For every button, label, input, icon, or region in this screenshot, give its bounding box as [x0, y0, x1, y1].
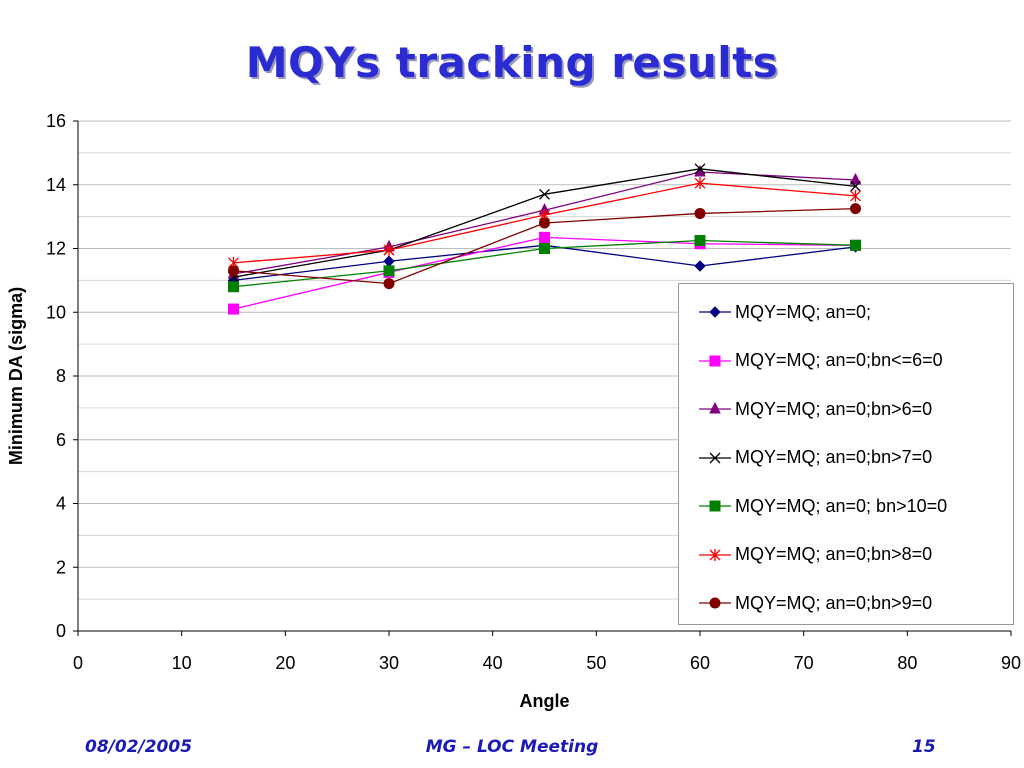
y-tick-label: 12 [46, 239, 66, 259]
legend-marker [709, 452, 721, 463]
legend-item: MQY=MQ; an=0;bn>8=0 [697, 543, 932, 567]
data-point [539, 231, 550, 243]
legend-label: MQY=MQ; an=0; [735, 301, 872, 322]
legend-label: MQY=MQ; an=0; bn>10=0 [735, 495, 948, 516]
data-point [850, 189, 861, 202]
x-tick-label: 30 [379, 653, 399, 673]
data-point [228, 303, 239, 315]
series-7 [228, 203, 861, 290]
x-tick-label: 10 [172, 653, 192, 673]
y-tick-label: 10 [46, 302, 66, 322]
y-axis-label: Minimum DA (sigma) [6, 287, 26, 465]
legend-item: MQY=MQ; an=0;bn>9=0 [697, 591, 932, 615]
data-point [383, 265, 395, 277]
x-tick-label: 70 [794, 653, 814, 673]
legend-item: MQY=MQ; an=0;bn<=6=0 [697, 349, 943, 373]
x-axis-label: Angle [519, 691, 569, 711]
legend-label: MQY=MQ; an=0;bn>8=0 [735, 544, 933, 564]
y-tick-label: 0 [56, 621, 66, 641]
data-point [849, 172, 862, 185]
legend-marker [709, 401, 721, 414]
x-tick-label: 20 [275, 653, 295, 673]
x-tick-label: 0 [73, 653, 83, 673]
data-point [539, 217, 550, 229]
legend-label: MQY=MQ; an=0;bn>6=0 [735, 398, 933, 419]
legend-marker [709, 548, 721, 561]
legend-label: MQY=MQ; an=0;bn>7=0 [735, 447, 933, 467]
series-6 [228, 177, 861, 269]
series-5 [228, 235, 861, 293]
legend-item: MQY=MQ; an=0;bn>6=0 [697, 397, 932, 421]
data-point [694, 177, 706, 190]
data-point [383, 255, 395, 267]
x-tick-label: 40 [483, 653, 503, 673]
data-point [850, 203, 861, 215]
legend-swatch [699, 306, 731, 318]
y-tick-label: 6 [56, 430, 66, 450]
legend-label: MQY=MQ; an=0;bn>9=0 [735, 592, 933, 613]
data-point [228, 281, 239, 293]
legend-swatch [699, 401, 731, 414]
data-point [694, 260, 706, 272]
data-point [383, 278, 395, 290]
legend-swatch [699, 500, 731, 512]
legend-label: MQY=MQ; an=0;bn<=6=0 [735, 350, 943, 370]
data-point [694, 163, 706, 175]
legend-swatch [699, 355, 731, 366]
legend-marker [709, 355, 721, 366]
x-tick-label: 60 [690, 653, 710, 673]
legend-swatch [699, 597, 731, 609]
legend-swatch [699, 452, 731, 463]
legend-item: MQY=MQ; an=0; bn>10=0 [697, 494, 947, 518]
data-point [228, 265, 239, 277]
y-tick-label: 2 [56, 557, 66, 577]
x-tick-label: 90 [1001, 653, 1021, 673]
data-point [850, 239, 861, 251]
legend-item: MQY=MQ; an=0;bn>7=0 [697, 446, 932, 470]
y-tick-label: 8 [56, 366, 66, 386]
y-tick-label: 4 [56, 494, 66, 514]
data-point [694, 235, 706, 247]
data-point [383, 244, 395, 257]
data-point [694, 164, 706, 177]
legend-marker [709, 500, 721, 512]
y-tick-label: 14 [46, 175, 66, 195]
legend-item: MQY=MQ; an=0; [697, 300, 871, 324]
x-tick-label: 50 [586, 653, 606, 673]
footer-page-number: 15 [912, 737, 936, 757]
slide-title: MQYs tracking results [245, 38, 779, 87]
legend-swatch [699, 548, 731, 561]
data-point [539, 243, 550, 254]
legend-marker [709, 306, 721, 318]
chart-legend: MQY=MQ; an=0; MQY=MQ; an=0;bn<=6=0 MQY=MQ;… [678, 283, 1014, 625]
x-tick-label: 80 [897, 653, 917, 673]
footer-date: 08/02/2005 [85, 737, 193, 757]
legend-marker [709, 597, 721, 609]
data-point [539, 188, 550, 200]
data-point [850, 180, 861, 192]
data-point [694, 207, 706, 219]
y-tick-label: 16 [46, 111, 66, 131]
footer-meeting: MG – LOC Meeting [425, 737, 599, 757]
